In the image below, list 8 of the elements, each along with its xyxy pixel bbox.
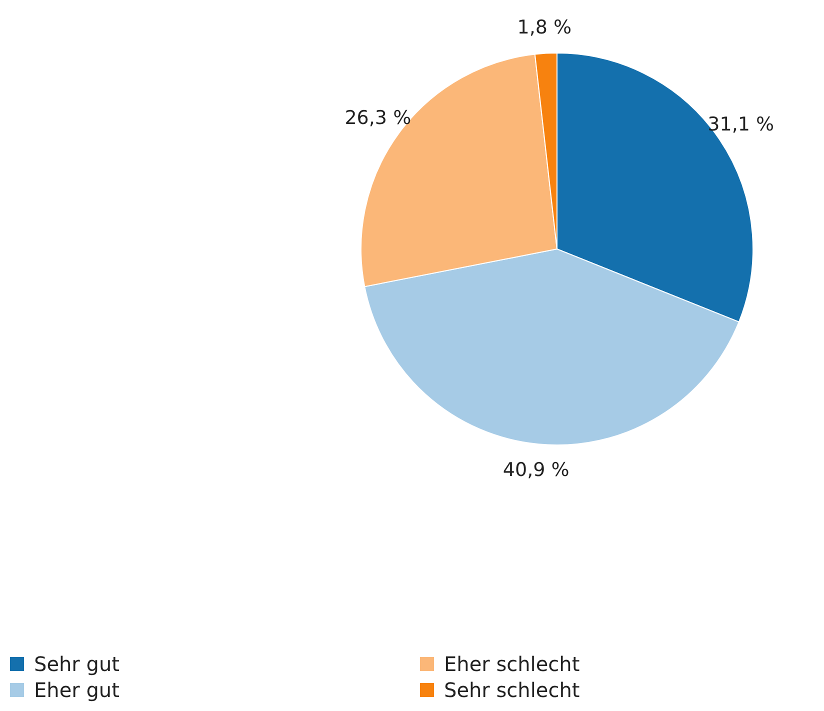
legend-label: Sehr gut xyxy=(34,652,120,676)
legend-label: Sehr schlecht xyxy=(444,678,580,702)
data-label: 26,3 % xyxy=(344,106,412,129)
legend-label: Eher schlecht xyxy=(444,652,580,676)
data-label: 1,8 % xyxy=(517,16,572,38)
data-label: 40,9 % xyxy=(502,459,570,482)
legend-label: Eher gut xyxy=(34,678,120,702)
data-label: 31,1 % xyxy=(708,114,774,136)
